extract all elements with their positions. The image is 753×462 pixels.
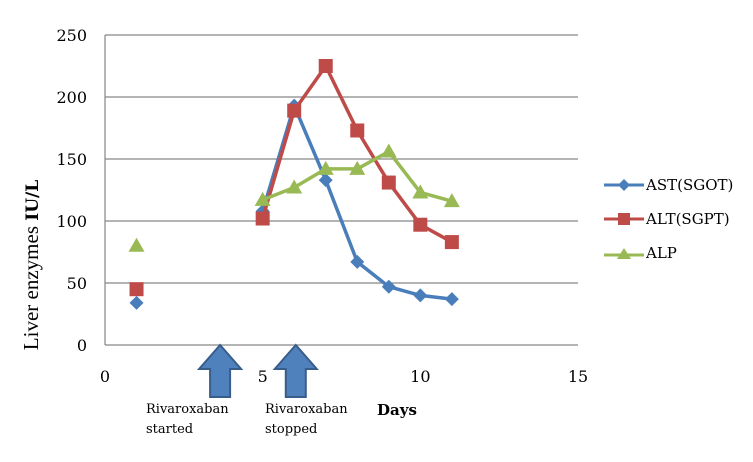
x-axis-label: Days [377, 401, 417, 419]
y-tick-label: 250 [56, 26, 87, 45]
series-alt-sgpt- [129, 59, 459, 297]
annotation-stopped-line1: Rivaroxaban [265, 402, 348, 417]
legend-label-alp: ALP [646, 244, 677, 262]
y-axis-unit: IU/L [23, 179, 43, 221]
data-point-triangle [128, 237, 145, 252]
legend-item-alt: ALT(SGPT) [604, 202, 733, 236]
y-tick-label: 0 [77, 336, 87, 355]
x-tick-label: 5 [258, 367, 268, 386]
annotation-started-line2: started [146, 422, 194, 437]
annotation-started: Rivaroxaban started [146, 400, 229, 440]
data-point-diamond [444, 292, 459, 307]
data-point-square [444, 235, 459, 250]
legend-swatch-diamond-icon [604, 179, 644, 191]
legend-label-ast: AST(SGOT) [646, 176, 734, 194]
annotation-stopped: Rivaroxaban stopped [265, 400, 348, 440]
data-point-diamond [350, 254, 365, 269]
data-point-triangle [380, 143, 397, 158]
data-point-square [129, 282, 144, 297]
annotation-arrows [196, 343, 319, 398]
legend-swatch-triangle-icon [604, 248, 644, 259]
data-point-square [381, 175, 396, 190]
data-point-square [350, 123, 365, 138]
data-point-triangle [349, 160, 366, 175]
annotation-stopped-line2: stopped [265, 422, 318, 437]
data-point-diamond [318, 173, 333, 188]
data-point-square [255, 211, 270, 226]
data-point-triangle [286, 179, 303, 194]
data-point-triangle [254, 191, 271, 206]
data-point-square [318, 59, 333, 73]
x-tick-labels: 0 5 10 15 [100, 367, 588, 386]
arrow-up-icon [272, 343, 319, 398]
x-tick-label: 10 [410, 367, 430, 386]
y-tick-labels: 0 50 100 150 200 250 [56, 26, 87, 355]
y-tick-label: 150 [56, 150, 87, 169]
data-point-square [287, 103, 302, 118]
y-axis-label-text: Liver enzymes [19, 226, 43, 351]
data-point-diamond [413, 288, 428, 303]
series-alp [128, 143, 460, 252]
data-point-diamond [381, 279, 396, 294]
series-group [128, 59, 460, 310]
legend-swatch-square-icon [604, 213, 644, 225]
y-axis-label: Liver enzymes IU/L [19, 167, 45, 363]
y-tick-label: 100 [56, 212, 87, 231]
legend: AST(SGOT) ALT(SGPT) ALP [604, 168, 733, 270]
y-tick-label: 50 [67, 274, 87, 293]
annotation-started-line1: Rivaroxaban [146, 402, 229, 417]
series-line [260, 64, 453, 244]
data-point-triangle [317, 160, 334, 175]
data-point-diamond [129, 295, 144, 310]
y-tick-label: 200 [56, 88, 87, 107]
x-tick-label: 0 [100, 367, 110, 386]
series-ast-sgot- [129, 98, 459, 310]
legend-item-alp: ALP [604, 236, 733, 270]
data-point-triangle [412, 184, 429, 199]
x-tick-label: 15 [568, 367, 588, 386]
data-point-triangle [443, 193, 460, 208]
data-point-square [413, 217, 428, 232]
arrow-up-icon [196, 343, 244, 398]
legend-label-alt: ALT(SGPT) [646, 210, 730, 228]
legend-item-ast: AST(SGOT) [604, 168, 733, 202]
gridlines [105, 34, 578, 346]
